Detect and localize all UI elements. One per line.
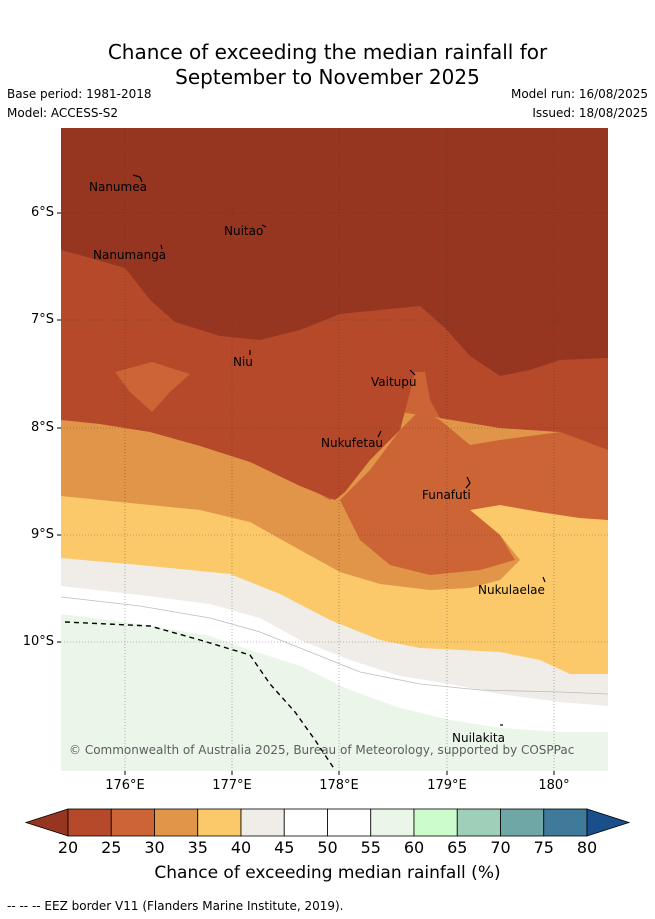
band-below-20 xyxy=(61,128,608,376)
eez-footnote: -- -- -- EEZ border V11 (Flanders Marine… xyxy=(7,899,344,913)
colorbar-segment xyxy=(500,808,545,837)
island-funafuti-shape xyxy=(465,476,471,489)
colorbar-tick-label: 30 xyxy=(144,838,165,857)
island-nanumanga-shape xyxy=(160,244,163,250)
island-nuitao-shape xyxy=(261,224,267,228)
issued-date: Issued: 18/08/2025 xyxy=(532,106,648,120)
colorbar-tick-label: 50 xyxy=(317,838,338,857)
label-nukufetau: Nukufetau xyxy=(321,436,383,450)
colorbar-tick-label: 40 xyxy=(230,838,252,857)
colorbar-tick-label: 25 xyxy=(101,838,122,857)
label-nukulaelae: Nukulaelae xyxy=(478,583,545,597)
colorbar-tick-label: 65 xyxy=(447,838,468,857)
contour-fill xyxy=(61,128,608,771)
y-tick-7s: 7°S xyxy=(30,312,54,327)
colorbar-extend-high xyxy=(586,808,631,837)
y-tick-10s: 10°S xyxy=(22,634,54,649)
island-nukufetau-shape xyxy=(377,430,382,438)
band-50-55 xyxy=(61,614,608,771)
y-tick-8s: 8°S xyxy=(30,420,54,435)
colorbar-segment xyxy=(240,808,285,837)
label-nanumanga: Nanumanga xyxy=(93,248,166,262)
base-period: Base period: 1981-2018 xyxy=(7,87,152,101)
colorbar-tick-label: 55 xyxy=(360,838,381,857)
islands xyxy=(132,174,546,726)
band-20-25-full xyxy=(61,250,608,500)
label-nanumea: Nanumea xyxy=(89,180,147,194)
model-name: Model: ACCESS-S2 xyxy=(7,106,119,120)
colorbar-segment xyxy=(327,808,372,837)
colorbar-tick-label: 35 xyxy=(187,838,208,857)
label-nuilakita: Nuilakita xyxy=(452,731,505,745)
colorbar-segment xyxy=(413,808,458,837)
colorbar-segment xyxy=(370,808,415,837)
map-title: Chance of exceeding the median rainfall … xyxy=(0,40,655,90)
y-tick-6s: 6°S xyxy=(30,205,54,220)
colorbar-segment xyxy=(67,808,112,837)
colorbar-segment xyxy=(197,808,242,837)
x-tick-177e: 177°E xyxy=(212,778,252,793)
label-niu: Niu xyxy=(233,355,253,369)
label-funafuti: Funafuti xyxy=(422,488,471,502)
model-run: Model run: 16/08/2025 xyxy=(510,87,648,101)
band-25-30-patch xyxy=(115,362,190,412)
colorbar-tick-label: 60 xyxy=(403,838,425,857)
colorbar-tick-label: 45 xyxy=(274,838,295,857)
x-tick-178e: 178°E xyxy=(319,778,359,793)
eez-border xyxy=(64,621,336,771)
colorbar-segment xyxy=(110,808,155,837)
colorbar-tick-label: 75 xyxy=(533,838,554,857)
title-line-1: Chance of exceeding the median rainfall … xyxy=(107,40,548,64)
contour-lines xyxy=(60,596,609,695)
place-labels: Nanumea Nuitao Nanumanga Niu Vaitupu Nuk… xyxy=(89,180,545,745)
colorbar-segment xyxy=(543,808,588,837)
colorbar-tick-label: 70 xyxy=(490,838,511,857)
x-tick-176e: 176°E xyxy=(105,778,145,793)
colorbar-segment xyxy=(456,808,501,837)
label-nuitao: Nuitao xyxy=(224,224,263,238)
colorbar-extend-low xyxy=(24,808,69,837)
colorbar xyxy=(24,808,631,837)
x-tick-179e: 179°E xyxy=(427,778,467,793)
x-tick-180: 180° xyxy=(538,778,570,793)
title-line-2: September to November 2025 xyxy=(175,65,480,89)
label-vaitupu: Vaitupu xyxy=(371,375,417,389)
colorbar-segment xyxy=(154,808,199,837)
axis-ticks xyxy=(57,212,555,775)
band-25-30-lower xyxy=(340,410,608,575)
copyright-text: © Commonwealth of Australia 2025, Bureau… xyxy=(69,743,574,757)
island-nanumea-shape xyxy=(132,174,143,183)
colorbar-tick-label: 80 xyxy=(576,838,598,857)
colorbar-segment xyxy=(283,808,328,837)
colorbar-tick-label: 20 xyxy=(57,838,79,857)
island-vaitupu-shape xyxy=(409,369,416,376)
island-nukulaelae-shape xyxy=(542,576,546,583)
colorbar-label: Chance of exceeding median rainfall (%) xyxy=(154,863,501,883)
y-tick-9s: 9°S xyxy=(30,527,54,542)
grid-lines xyxy=(61,128,608,771)
